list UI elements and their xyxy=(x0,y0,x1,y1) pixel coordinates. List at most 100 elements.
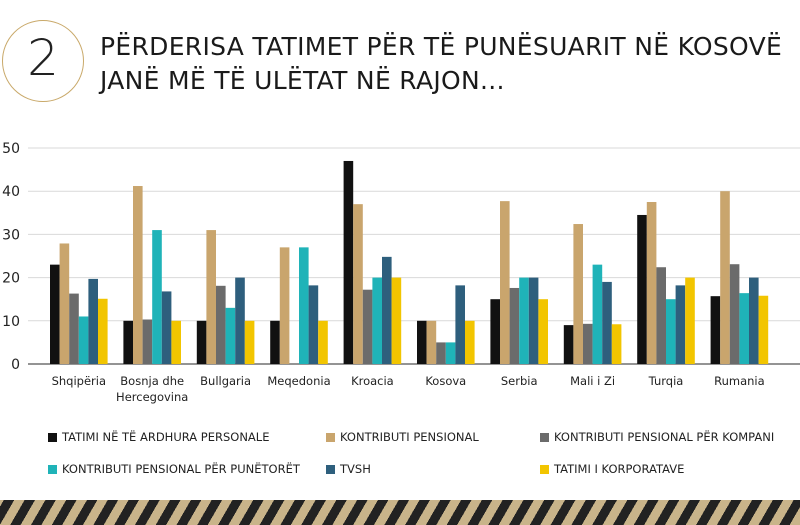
bar xyxy=(98,298,108,364)
bar xyxy=(637,214,647,364)
bar xyxy=(372,277,382,364)
bar xyxy=(592,264,603,364)
legend-item: TATIMI NË TË ARDHURA PERSONALE xyxy=(48,430,269,444)
y-tick-label: 50 xyxy=(2,141,20,157)
y-tick-label: 30 xyxy=(2,227,20,243)
bar xyxy=(161,291,172,364)
x-tick-label: Hercegovina xyxy=(116,390,188,404)
bar xyxy=(583,323,593,364)
bar xyxy=(739,293,749,364)
x-tick-label: Shqipëria xyxy=(52,374,106,388)
bar xyxy=(509,287,520,364)
bar xyxy=(171,320,181,364)
x-tick-label: Rumania xyxy=(714,374,765,388)
bar xyxy=(646,202,657,364)
bar xyxy=(500,201,510,364)
legend-swatch xyxy=(540,432,549,442)
legend-item: KONTRIBUTI PENSIONAL xyxy=(326,430,479,444)
bar xyxy=(729,264,740,364)
bar xyxy=(720,191,730,364)
bar xyxy=(611,324,622,364)
legend-label: TVSH xyxy=(340,462,371,476)
x-tick-label: Bosnja dhe xyxy=(120,374,184,388)
bar xyxy=(69,293,79,364)
legend-swatch xyxy=(540,464,549,474)
legend-label: TATIMI NË TË ARDHURA PERSONALE xyxy=(62,430,270,444)
bar xyxy=(123,320,133,364)
bar xyxy=(666,299,676,364)
x-tick-label: Mali i Zi xyxy=(570,374,615,388)
y-tick-label: 40 xyxy=(2,184,20,200)
x-tick-label: Serbia xyxy=(501,374,538,388)
bar xyxy=(308,285,319,364)
bar xyxy=(59,243,70,364)
bar xyxy=(142,319,153,364)
bar xyxy=(88,278,98,364)
bar xyxy=(196,320,207,364)
section-number: 2 xyxy=(27,29,59,87)
bar xyxy=(382,256,392,364)
bar xyxy=(602,281,612,364)
bar xyxy=(490,299,500,364)
bar-chart: 0 10 20 30 40 50 Shqipëria Bosnja dhe Hercegovin… xyxy=(2,141,800,404)
legend-swatch xyxy=(326,432,335,442)
bar xyxy=(343,160,354,364)
bar xyxy=(710,296,721,364)
bar xyxy=(445,342,456,364)
bar xyxy=(426,320,437,364)
bar xyxy=(538,299,548,364)
bar xyxy=(216,285,226,364)
bar xyxy=(685,277,695,364)
bar xyxy=(279,247,290,364)
title-line-1: PËRDERISA TATIMET PËR TË PUNËSUARIT NË K… xyxy=(100,32,783,61)
legend-label: TATIMI I KORPORATAVE xyxy=(554,462,685,476)
bar xyxy=(528,277,539,364)
legend-item: TATIMI I KORPORATAVE xyxy=(540,462,684,476)
bar xyxy=(50,264,60,364)
y-tick-label: 20 xyxy=(2,271,20,287)
legend-item: KONTRIBUTI PENSIONAL PËR PUNËTORËT xyxy=(48,462,300,476)
bar xyxy=(299,247,309,364)
decorative-stripe xyxy=(0,500,800,525)
y-tick-label: 10 xyxy=(2,314,20,330)
legend-swatch xyxy=(48,432,57,442)
bar xyxy=(749,277,759,364)
y-tick-label: 0 xyxy=(11,357,20,373)
title-line-2: JANË MË TË ULËTAT NË RAJON... xyxy=(100,66,505,95)
bar xyxy=(758,295,769,364)
bar xyxy=(362,289,373,364)
bar xyxy=(436,342,446,364)
legend-item: KONTRIBUTI PENSIONAL PËR KOMPANI xyxy=(540,430,774,444)
bar xyxy=(244,320,255,364)
legend-label: KONTRIBUTI PENSIONAL PËR KOMPANI xyxy=(554,430,775,444)
bar xyxy=(318,320,328,364)
legend-label: KONTRIBUTI PENSIONAL xyxy=(340,430,479,444)
bar xyxy=(675,285,686,364)
bar xyxy=(133,186,143,364)
bar xyxy=(656,267,666,364)
bar xyxy=(465,320,475,364)
bar xyxy=(152,230,162,364)
bar xyxy=(235,277,245,364)
x-tick-label: Meqedonia xyxy=(267,374,330,388)
x-tick-label: Bullgaria xyxy=(200,374,251,388)
x-tick-label: Turqia xyxy=(648,374,684,388)
legend-swatch xyxy=(326,464,335,474)
legend-swatch xyxy=(48,464,57,474)
bar xyxy=(206,230,216,364)
bar xyxy=(353,204,363,364)
bar xyxy=(270,320,280,364)
bar xyxy=(78,316,89,364)
page-title: PËRDERISA TATIMET PËR TË PUNËSUARIT NË K… xyxy=(100,30,783,98)
legend-label: KONTRIBUTI PENSIONAL PËR PUNËTORËT xyxy=(62,462,300,476)
x-tick-label: Kosova xyxy=(425,374,466,388)
bar xyxy=(573,224,583,364)
legend-item: TVSH xyxy=(326,462,371,476)
section-number-badge: 2 xyxy=(2,20,84,102)
bar xyxy=(563,325,574,364)
bar xyxy=(455,285,465,364)
bar xyxy=(519,277,529,364)
bar xyxy=(417,320,427,364)
bar xyxy=(225,307,236,364)
bar xyxy=(391,277,402,364)
